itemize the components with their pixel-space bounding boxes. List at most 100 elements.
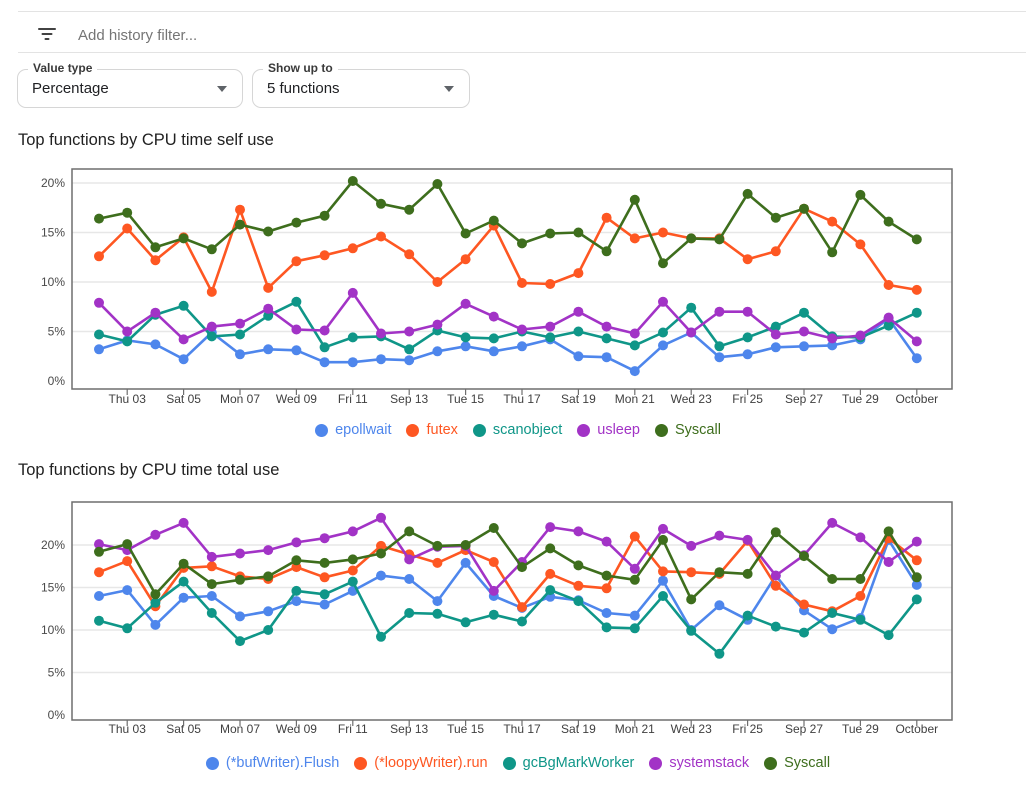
data-point[interactable]: [742, 534, 753, 545]
data-point[interactable]: [178, 592, 189, 603]
data-point[interactable]: [235, 349, 245, 360]
data-point[interactable]: [376, 231, 386, 242]
data-point[interactable]: [347, 357, 358, 368]
data-point[interactable]: [150, 339, 161, 350]
data-point[interactable]: [573, 351, 584, 362]
data-point[interactable]: [150, 619, 161, 630]
data-point[interactable]: [883, 280, 894, 290]
data-point[interactable]: [601, 352, 612, 363]
data-point[interactable]: [263, 606, 274, 617]
data-point[interactable]: [883, 557, 894, 567]
data-point[interactable]: [206, 579, 217, 590]
data-point[interactable]: [319, 572, 330, 583]
data-point[interactable]: [911, 536, 922, 547]
data-point[interactable]: [799, 326, 809, 337]
data-point[interactable]: [94, 213, 104, 224]
data-point[interactable]: [319, 342, 330, 353]
data-point[interactable]: [178, 354, 189, 365]
data-point[interactable]: [206, 561, 217, 572]
data-point[interactable]: [488, 523, 499, 533]
data-point[interactable]: [404, 326, 415, 337]
data-point[interactable]: [432, 319, 443, 330]
data-point[interactable]: [263, 571, 274, 582]
data-point[interactable]: [742, 188, 753, 199]
data-point[interactable]: [827, 216, 838, 227]
data-point[interactable]: [347, 576, 358, 587]
data-point[interactable]: [827, 608, 838, 618]
data-point[interactable]: [573, 326, 584, 337]
data-point[interactable]: [686, 567, 697, 578]
data-point[interactable]: [319, 325, 330, 336]
data-point[interactable]: [291, 324, 302, 335]
data-point[interactable]: [517, 616, 527, 627]
data-point[interactable]: [432, 277, 443, 287]
data-point[interactable]: [235, 611, 245, 622]
data-point[interactable]: [855, 239, 866, 250]
data-point[interactable]: [206, 286, 217, 297]
data-point[interactable]: [517, 602, 527, 613]
data-point[interactable]: [460, 332, 471, 343]
data-point[interactable]: [573, 227, 584, 238]
data-point[interactable]: [573, 268, 584, 279]
data-point[interactable]: [855, 330, 866, 341]
data-point[interactable]: [545, 585, 556, 596]
data-point[interactable]: [122, 336, 133, 347]
history-filter-input[interactable]: Add history filter...: [78, 26, 198, 44]
data-point[interactable]: [686, 302, 697, 313]
data-point[interactable]: [658, 327, 668, 338]
data-point[interactable]: [460, 341, 471, 352]
data-point[interactable]: [319, 357, 330, 368]
data-point[interactable]: [263, 545, 274, 556]
data-point[interactable]: [686, 327, 697, 338]
data-point[interactable]: [827, 340, 838, 351]
data-point[interactable]: [488, 557, 499, 567]
data-point[interactable]: [658, 575, 668, 586]
data-point[interactable]: [517, 324, 527, 335]
data-point[interactable]: [122, 585, 133, 596]
data-point[interactable]: [601, 536, 612, 547]
data-point[interactable]: [206, 244, 217, 255]
data-point[interactable]: [376, 354, 386, 365]
data-point[interactable]: [488, 346, 499, 357]
data-point[interactable]: [94, 567, 104, 578]
data-point[interactable]: [235, 636, 245, 647]
data-point[interactable]: [770, 621, 781, 632]
data-point[interactable]: [658, 227, 668, 238]
data-point[interactable]: [601, 570, 612, 581]
data-point[interactable]: [714, 306, 725, 317]
data-point[interactable]: [488, 311, 499, 322]
data-point[interactable]: [319, 533, 330, 544]
data-point[interactable]: [629, 610, 640, 621]
data-point[interactable]: [404, 204, 415, 215]
data-point[interactable]: [94, 591, 104, 601]
data-point[interactable]: [178, 517, 189, 528]
data-point[interactable]: [404, 355, 415, 366]
data-point[interactable]: [827, 333, 838, 344]
data-point[interactable]: [573, 306, 584, 317]
data-point[interactable]: [629, 366, 640, 377]
data-point[interactable]: [432, 608, 443, 619]
data-point[interactable]: [714, 352, 725, 363]
data-point[interactable]: [601, 622, 612, 633]
data-point[interactable]: [629, 574, 640, 585]
data-point[interactable]: [770, 342, 781, 353]
data-point[interactable]: [347, 554, 358, 565]
data-point[interactable]: [545, 279, 556, 289]
data-point[interactable]: [432, 179, 443, 189]
data-point[interactable]: [488, 333, 499, 344]
data-point[interactable]: [911, 579, 922, 590]
data-point[interactable]: [658, 340, 668, 351]
cpu-total-chart[interactable]: 20% 15% 10% 5% 0% Thu 03 Sat 05 Mon 07 Wed 09 Fri…: [18, 497, 1018, 747]
data-point[interactable]: [770, 527, 781, 538]
data-point[interactable]: [235, 548, 245, 559]
data-point[interactable]: [686, 625, 697, 636]
data-point[interactable]: [122, 223, 133, 234]
data-point[interactable]: [263, 625, 274, 635]
data-point[interactable]: [601, 608, 612, 618]
data-point[interactable]: [347, 176, 358, 186]
data-point[interactable]: [545, 321, 556, 332]
data-point[interactable]: [376, 512, 386, 523]
data-point[interactable]: [742, 610, 753, 621]
data-point[interactable]: [206, 551, 217, 562]
data-point[interactable]: [319, 557, 330, 568]
